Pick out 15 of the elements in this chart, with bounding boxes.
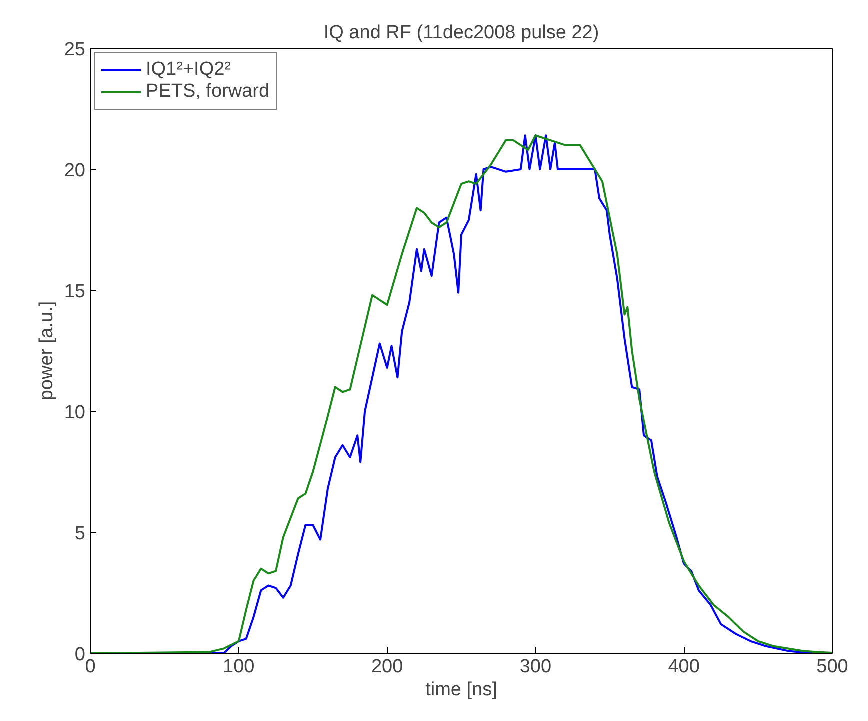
y-tick-label: 15	[64, 282, 86, 302]
y-tick-label: 10	[64, 402, 86, 424]
x-tick-label: 400	[668, 656, 700, 678]
legend-label: IQ1²+IQ2²	[146, 59, 231, 81]
x-tick-label: 300	[520, 656, 552, 678]
x-axis-title: time [ns]	[426, 680, 498, 700]
y-tick-label: 25	[64, 40, 86, 60]
x-tick-label: 200	[371, 656, 404, 678]
legend-label: PETS, forward	[146, 81, 270, 103]
y-tick-label: 5	[74, 524, 86, 544]
y-tick-label: 20	[64, 160, 86, 182]
chart-title: IQ and RF (11dec2008 pulse 22)	[324, 22, 600, 44]
y-axis-title: power [a.u.]	[36, 301, 58, 401]
x-tick-label: 100	[223, 656, 255, 678]
x-tick-label: 500	[816, 656, 848, 678]
